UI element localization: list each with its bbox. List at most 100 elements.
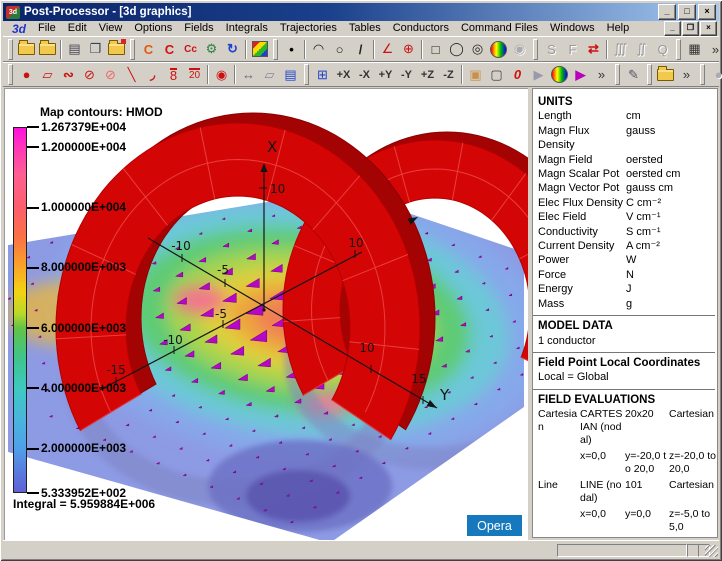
- record-macro-button[interactable]: ●: [708, 64, 722, 86]
- view-plus-y-button[interactable]: +Y: [375, 64, 396, 86]
- print-button[interactable]: ▤: [64, 38, 85, 60]
- point-field-button[interactable]: •: [281, 38, 302, 60]
- unit-quantity: Force: [538, 268, 626, 282]
- modify-conductors-button[interactable]: C: [159, 38, 180, 60]
- menu-item-edit[interactable]: Edit: [62, 22, 93, 36]
- graphics-viewport[interactable]: -10 -5 10 15 -15 -10 -5 10 10 X Y Map co…: [4, 88, 528, 540]
- rotation-marker-button[interactable]: ⊕: [398, 38, 419, 60]
- save-picture-button[interactable]: [106, 38, 127, 60]
- toolbar-grip[interactable]: [8, 39, 13, 60]
- menu-item-fields[interactable]: Fields: [178, 22, 219, 36]
- play-sequence-button[interactable]: ▶: [570, 64, 591, 86]
- minimize-button[interactable]: _: [658, 4, 676, 20]
- close-button[interactable]: ×: [698, 4, 716, 20]
- menu-item-conductors[interactable]: Conductors: [387, 22, 455, 36]
- toolbar-grip[interactable]: [615, 64, 620, 85]
- sphere-map-disabled-button[interactable]: ◉: [509, 38, 530, 60]
- menu-item-windows[interactable]: Windows: [544, 22, 601, 36]
- surface-integral-button[interactable]: ∬: [631, 38, 652, 60]
- view-plus-z-button[interactable]: +Z: [417, 64, 438, 86]
- toolbar-grip[interactable]: [304, 64, 309, 85]
- pick-tool-button[interactable]: ◉: [211, 64, 232, 86]
- charge-calculation-button[interactable]: Q: [652, 38, 673, 60]
- annotate-pen-button[interactable]: ✎: [623, 64, 644, 86]
- draw-blob-button[interactable]: ∾: [58, 64, 79, 86]
- title-bar[interactable]: 3d Post-Processor - [3d graphics] _ □ ×: [3, 3, 719, 21]
- draw-patch-button[interactable]: ⊘: [79, 64, 100, 86]
- colour-map-button[interactable]: [549, 64, 570, 86]
- angle-marker-button[interactable]: ∠: [377, 38, 398, 60]
- patch-ellipse-button[interactable]: ◯: [446, 38, 467, 60]
- distance-tool-button[interactable]: ↔: [238, 64, 259, 86]
- menu-item-trajectories[interactable]: Trajectories: [274, 22, 343, 36]
- menu-item-help[interactable]: Help: [601, 22, 636, 36]
- toolbar-grip[interactable]: [533, 39, 538, 60]
- menu-item-command-files[interactable]: Command Files: [455, 22, 544, 36]
- menu-item-options[interactable]: Options: [128, 22, 178, 36]
- draw-ellipse-button[interactable]: ●: [16, 64, 37, 86]
- toolbar-grip[interactable]: [130, 39, 135, 60]
- conductor-database-button[interactable]: ⚙: [201, 38, 222, 60]
- toolbar-grip[interactable]: [273, 39, 278, 60]
- calculator-button[interactable]: ▦: [684, 38, 705, 60]
- draw-line-button[interactable]: ╲: [121, 64, 142, 86]
- menu-item-file[interactable]: File: [32, 22, 62, 36]
- toolbar1-overflow[interactable]: »: [705, 38, 722, 60]
- toolbar-grip[interactable]: [8, 64, 13, 85]
- patch-square-button[interactable]: □: [425, 38, 446, 60]
- eraser-tool-button[interactable]: ▱: [259, 64, 280, 86]
- line-field-button[interactable]: /: [350, 38, 371, 60]
- view-minus-z-button[interactable]: -Z: [438, 64, 459, 86]
- menu-item-integrals[interactable]: Integrals: [220, 22, 274, 36]
- list-file-button[interactable]: ▤: [280, 64, 301, 86]
- copy-button[interactable]: ❐: [85, 38, 106, 60]
- draw-ellipse-icon: ●: [23, 67, 31, 82]
- draw-patch-outline-button[interactable]: ⊘: [100, 64, 121, 86]
- open-file-button[interactable]: [37, 38, 58, 60]
- play-animation-button[interactable]: ▶: [528, 64, 549, 86]
- view-minus-x-button[interactable]: -X: [354, 64, 375, 86]
- toolbar-grip[interactable]: [700, 64, 705, 85]
- spline-curve-button[interactable]: S: [541, 38, 562, 60]
- mdi-close-button[interactable]: ×: [700, 21, 717, 36]
- toolbar2-overflow-1[interactable]: »: [591, 64, 612, 86]
- define-conductors-button[interactable]: C: [138, 38, 159, 60]
- conductor-coordinates-button[interactable]: Cc: [180, 38, 201, 60]
- z-tick-label: -10: [163, 333, 183, 347]
- mdi-minimize-button[interactable]: _: [664, 21, 681, 36]
- grid-8-button[interactable]: 8: [163, 64, 184, 86]
- draw-polygon-button[interactable]: ▱: [37, 64, 58, 86]
- maximize-button[interactable]: □: [678, 4, 696, 20]
- wireframe-view-button[interactable]: ▢: [486, 64, 507, 86]
- grid-20-button[interactable]: 20: [184, 64, 205, 86]
- contour-map-button[interactable]: [249, 38, 270, 60]
- vector-display-button[interactable]: ⇄: [583, 38, 604, 60]
- force-calculation-button[interactable]: F: [562, 38, 583, 60]
- resize-grip[interactable]: [705, 545, 718, 557]
- open-command-file-button[interactable]: [655, 64, 676, 86]
- toolbar-grip[interactable]: [676, 39, 681, 60]
- unit-value: N: [626, 268, 634, 282]
- toolbar2-overflow-2[interactable]: »: [676, 64, 697, 86]
- refresh-view-button[interactable]: ↻: [222, 38, 243, 60]
- toolbar-grip[interactable]: [647, 64, 652, 85]
- section-divider: [533, 315, 715, 316]
- unit-quantity: Power: [538, 253, 626, 267]
- sphere-map-button[interactable]: [488, 38, 509, 60]
- menu-item-tables[interactable]: Tables: [343, 22, 387, 36]
- draw-arc-button[interactable]: ◞: [142, 64, 163, 86]
- mdi-restore-button[interactable]: ❐: [682, 21, 699, 36]
- circle-field-button[interactable]: ○: [329, 38, 350, 60]
- solid-view-button[interactable]: ▣: [465, 64, 486, 86]
- units-row: Magn Flux Densitygauss: [538, 124, 715, 153]
- view-plus-x-button[interactable]: +X: [333, 64, 354, 86]
- axes-settings-button[interactable]: ⊞: [312, 64, 333, 86]
- menu-item-view[interactable]: View: [93, 22, 129, 36]
- view-minus-y-button[interactable]: -Y: [396, 64, 417, 86]
- menu-item-3d[interactable]: 3d: [6, 22, 32, 36]
- open-results-file-button[interactable]: [16, 38, 37, 60]
- volume-integral-button[interactable]: ∭: [610, 38, 631, 60]
- reset-view-button[interactable]: 0: [507, 64, 528, 86]
- arc-field-button[interactable]: ◠: [308, 38, 329, 60]
- patch-annulus-button[interactable]: ◎: [467, 38, 488, 60]
